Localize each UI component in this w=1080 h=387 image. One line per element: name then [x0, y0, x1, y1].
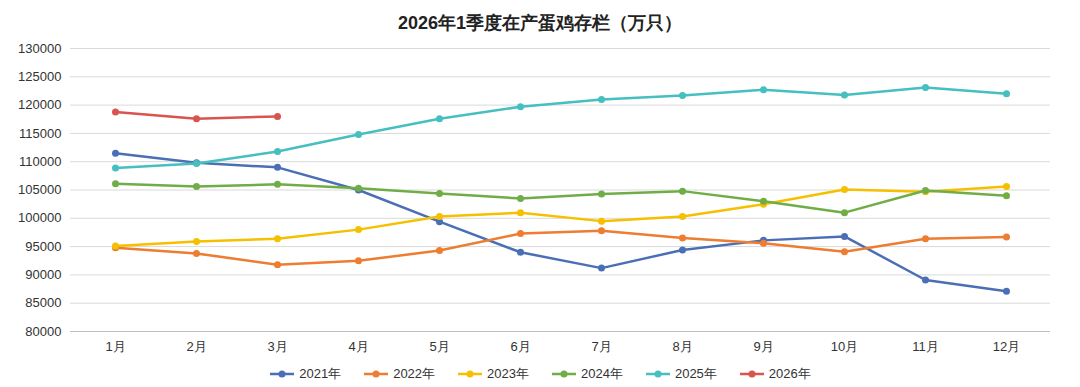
- svg-text:125000: 125000: [18, 69, 61, 84]
- html-text:2025年: 2025年: [674, 366, 717, 381]
- html-text:2026年: 2026年: [768, 366, 811, 381]
- svg-text:8月: 8月: [672, 339, 692, 354]
- svg-text:95000: 95000: [25, 239, 61, 254]
- svg-text:105000: 105000: [18, 182, 61, 197]
- svg-text:1月: 1月: [105, 339, 125, 354]
- svg-text:120000: 120000: [18, 97, 61, 112]
- svg-text:100000: 100000: [18, 210, 61, 225]
- svg-text:4月: 4月: [348, 339, 368, 354]
- svg-text:130000: 130000: [18, 41, 61, 56]
- svg-text:6月: 6月: [510, 339, 530, 354]
- svg-text:90000: 90000: [25, 267, 61, 282]
- svg-text:12月: 12月: [993, 339, 1020, 354]
- svg-text:2月: 2月: [186, 339, 206, 354]
- svg-text:115000: 115000: [19, 126, 61, 141]
- svg-text:11月: 11月: [912, 339, 939, 354]
- html-text:2023年: 2023年: [487, 366, 529, 381]
- svg-text:5月: 5月: [429, 339, 449, 354]
- html-text:2024年: 2024年: [581, 366, 623, 381]
- svg-text:10月: 10月: [831, 339, 858, 354]
- html-text:2026年1季度在产蛋鸡存栏（万只）: 2026年1季度在产蛋鸡存栏（万只）: [398, 13, 682, 33]
- svg-text:110000: 110000: [19, 154, 61, 169]
- svg-text:7月: 7月: [591, 339, 611, 354]
- svg-text:9月: 9月: [753, 339, 773, 354]
- svg-text:80000: 80000: [25, 324, 61, 339]
- html-text:2022年: 2022年: [393, 366, 436, 381]
- html-text:2021年: 2021年: [299, 366, 342, 381]
- svg-text:85000: 85000: [25, 295, 61, 310]
- svg-text:3月: 3月: [267, 339, 287, 354]
